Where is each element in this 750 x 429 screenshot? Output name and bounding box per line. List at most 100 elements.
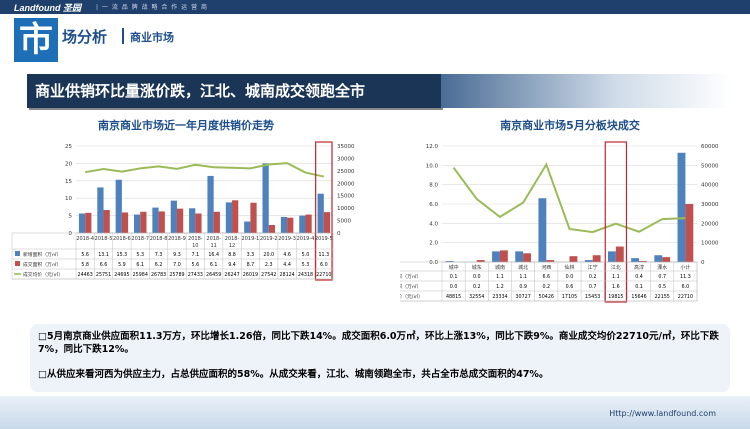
table-value: 1.6 — [612, 284, 620, 290]
y-right-tick-label: 60000 — [701, 144, 719, 150]
bar-supply — [492, 251, 500, 262]
table-value: 28124 — [279, 272, 294, 278]
table-value: 11.3 — [680, 274, 691, 280]
x-tick-label: 河西 — [541, 264, 551, 271]
table-value: 0.6 — [566, 284, 574, 290]
y-right-tick-label: 30000 — [701, 202, 719, 208]
legend-swatch — [15, 261, 20, 266]
table-value: 19815 — [608, 294, 623, 300]
table-value: 4.4 — [283, 262, 291, 268]
y-right-tick-label: 5000 — [337, 219, 351, 225]
table-value: 24695 — [114, 272, 129, 278]
brand-slogan: | 一 流 品 牌 战 略 合 作 运 营 商 — [96, 4, 209, 11]
bar-deal — [232, 200, 239, 233]
table-value: 7.1 — [192, 252, 200, 258]
table-value: 6.1 — [210, 262, 218, 268]
y-left-tick-label: 20 — [65, 161, 72, 167]
table-value: 5.3 — [136, 252, 144, 258]
price-line — [452, 162, 686, 234]
bar-deal — [592, 255, 601, 262]
bar-deal — [176, 208, 184, 233]
table-value: 8.7 — [247, 262, 255, 268]
bar-supply — [207, 175, 214, 233]
y-right-tick-label: 20000 — [701, 221, 719, 227]
bar-deal — [195, 213, 202, 233]
table-value: 5.6 — [81, 252, 89, 258]
y-left-tick-label: 0.0 — [429, 260, 438, 266]
table-value: 24318 — [298, 272, 313, 278]
table-value: 6.2 — [155, 262, 163, 268]
bar-deal — [615, 246, 624, 262]
bar-deal — [523, 253, 532, 262]
y-left-tick-label: 2.0 — [429, 241, 438, 247]
highlight-box — [315, 141, 333, 281]
monthly-trend-chart: 南京商业市场近一年月度供销价走势 0 5 10 15 20 25 0 5000 10000 1500… — [11, 118, 355, 281]
x-tick-label: 2018-4 — [76, 236, 94, 242]
x-tick-label: 城南 — [495, 264, 505, 271]
bar-deal — [546, 260, 555, 262]
x-tick-label: 江北 — [611, 264, 621, 271]
x-tick-label: 2018-6 — [113, 236, 131, 242]
table-value: 0.0 — [473, 274, 481, 280]
table-value: 24463 — [78, 272, 93, 278]
x-tick-label: 12 — [229, 243, 235, 249]
table-value: 0.5 — [658, 284, 666, 290]
bar-deal — [323, 212, 331, 233]
bar-supply — [244, 221, 251, 233]
x-tick-label: 2019-1 — [242, 236, 260, 242]
table-value: 25751 — [96, 272, 111, 278]
bar-deal — [250, 202, 257, 233]
x-tick-label: 2019-2 — [260, 236, 278, 242]
y-left-tick-label: 6.0 — [429, 202, 438, 208]
x-tick-label: 2018- — [188, 236, 203, 242]
table-value: 5.8 — [81, 262, 89, 268]
bar-supply — [677, 152, 686, 262]
brand-logo: Landfound 圣园 — [14, 3, 81, 13]
table-value: 15646 — [631, 294, 646, 300]
table-value: 0.1 — [450, 274, 458, 280]
bar-deal — [499, 250, 508, 262]
summary-paragraph-1: □5月南京商业供应面积11.3万方，环比增长1.26倍，同比下跌14%。成交面积… — [38, 331, 719, 355]
table-value: 0.7 — [658, 274, 666, 280]
table-value: 32554 — [469, 294, 484, 300]
table-value: 26459 — [206, 272, 221, 278]
bar-supply — [317, 193, 324, 233]
x-tick-label: 溧水 — [657, 264, 667, 271]
table-value: 7.3 — [155, 252, 163, 258]
y-right-tick-label: 10000 — [337, 206, 355, 212]
legend-label: 成交均价（元/㎡） — [400, 293, 423, 300]
bar-deal — [476, 260, 485, 262]
table-value: 15453 — [585, 294, 600, 300]
table-value: 26247 — [224, 272, 239, 278]
footer-url: Http://www.landfound.com — [609, 409, 716, 418]
bar-supply — [299, 215, 306, 233]
bar-deal — [103, 210, 110, 233]
x-tick-label: 小计 — [680, 264, 690, 271]
y-left-tick-label: 8.0 — [429, 183, 438, 189]
table-value: 50426 — [539, 294, 554, 300]
table-value: 0.2 — [542, 284, 550, 290]
table-value: 48815 — [446, 294, 461, 300]
x-tick-label: 10 — [192, 243, 198, 249]
table-value: 22710 — [316, 272, 331, 278]
x-tick-label: 2018-5 — [95, 236, 113, 242]
bar-supply — [445, 261, 454, 262]
bar-supply — [538, 198, 547, 262]
bar-supply — [97, 187, 104, 233]
bar-deal — [158, 211, 165, 233]
table-value: 1.1 — [496, 274, 504, 280]
table-value: 0.0 — [566, 274, 574, 280]
table-value: 26019 — [243, 272, 258, 278]
x-tick-label: 江宁 — [588, 264, 598, 271]
y-left-tick-label: 0 — [69, 231, 73, 237]
y-left-tick-label: 4.0 — [429, 221, 438, 227]
title-divider — [122, 28, 124, 44]
y-left-tick-label: 10.0 — [426, 163, 439, 169]
bar-deal — [213, 211, 220, 233]
bar-deal — [639, 261, 647, 262]
table-value: 1.1 — [519, 274, 527, 280]
table-value: 11.3 — [318, 252, 329, 258]
bar-deal — [569, 256, 578, 262]
table-value: 15.3 — [117, 252, 128, 258]
table-value: 23334 — [492, 294, 507, 300]
